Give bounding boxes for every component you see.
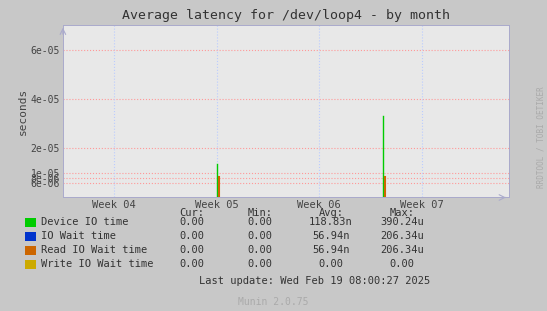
Text: Write IO Wait time: Write IO Wait time (41, 259, 154, 269)
Text: Max:: Max: (389, 208, 415, 218)
Text: 0.00: 0.00 (179, 259, 204, 269)
Text: 0.00: 0.00 (247, 231, 272, 241)
Text: Last update: Wed Feb 19 08:00:27 2025: Last update: Wed Feb 19 08:00:27 2025 (199, 276, 430, 285)
Text: Munin 2.0.75: Munin 2.0.75 (238, 297, 309, 307)
Text: 0.00: 0.00 (247, 217, 272, 227)
Text: IO Wait time: IO Wait time (41, 231, 116, 241)
Text: Cur:: Cur: (179, 208, 204, 218)
Text: 0.00: 0.00 (247, 245, 272, 255)
Text: 0.00: 0.00 (318, 259, 344, 269)
Text: 0.00: 0.00 (179, 217, 204, 227)
Text: 206.34u: 206.34u (380, 245, 424, 255)
Text: RRDTOOL / TOBI OETIKER: RRDTOOL / TOBI OETIKER (537, 86, 546, 188)
Text: 56.94n: 56.94n (312, 245, 350, 255)
Text: 56.94n: 56.94n (312, 231, 350, 241)
Text: Read IO Wait time: Read IO Wait time (41, 245, 147, 255)
Text: 0.00: 0.00 (389, 259, 415, 269)
Text: 0.00: 0.00 (179, 245, 204, 255)
Y-axis label: seconds: seconds (18, 88, 28, 135)
Text: 390.24u: 390.24u (380, 217, 424, 227)
Text: Avg:: Avg: (318, 208, 344, 218)
Text: 0.00: 0.00 (247, 259, 272, 269)
Text: 0.00: 0.00 (179, 231, 204, 241)
Title: Average latency for /dev/loop4 - by month: Average latency for /dev/loop4 - by mont… (122, 9, 450, 22)
Text: 118.83n: 118.83n (309, 217, 353, 227)
Text: Device IO time: Device IO time (41, 217, 129, 227)
Text: Min:: Min: (247, 208, 272, 218)
Text: 206.34u: 206.34u (380, 231, 424, 241)
